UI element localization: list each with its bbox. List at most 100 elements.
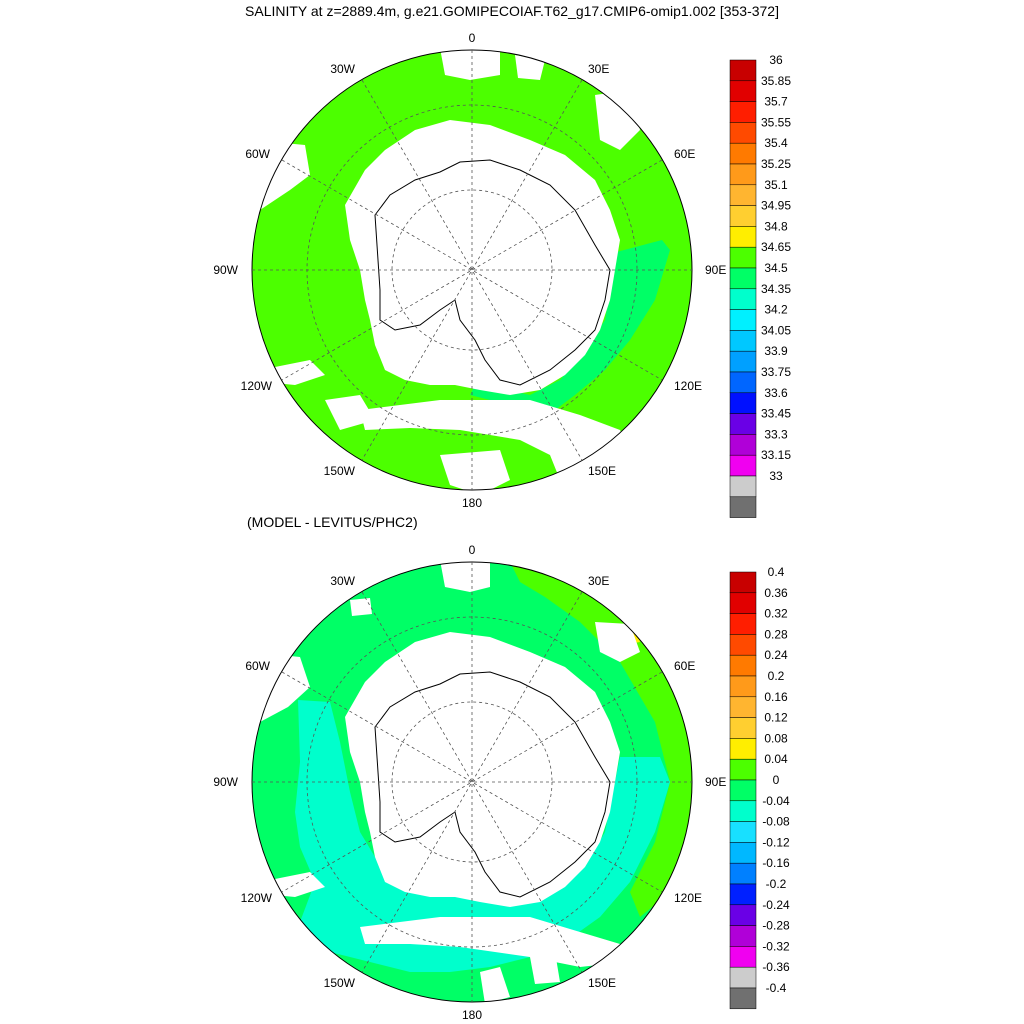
figure-title: SALINITY at z=2889.4m, g.e21.GOMIPECOIAF…	[245, 3, 779, 19]
lon-label-30e: 30E	[588, 62, 609, 76]
colorbar-swatch	[729, 613, 757, 635]
colorbar-label: -0.08	[762, 815, 790, 829]
positive-anomaly-region	[510, 562, 692, 917]
lon-label-0: 0	[469, 31, 476, 45]
colorbar-label: -0.36	[762, 960, 790, 974]
colorbar-label: 35.25	[761, 157, 791, 171]
colorbar-label: 33.75	[761, 365, 791, 379]
colorbar-swatch	[729, 696, 757, 718]
colorbar-label: 34.05	[761, 323, 791, 337]
lon-label-150e: 150E	[588, 976, 616, 990]
colorbar-swatch	[729, 226, 757, 248]
colorbar-label: 35.7	[764, 95, 788, 109]
colorbar-label: 0.28	[764, 627, 788, 641]
colorbar-label: 34.65	[761, 240, 791, 254]
lon-label-90e: 90E	[705, 263, 726, 277]
lon-label-180: 180	[462, 1008, 482, 1022]
colorbar-swatch	[729, 246, 757, 269]
colorbar-label: 0.36	[764, 586, 788, 600]
colorbar-swatch	[729, 475, 757, 498]
colorbar-label: -0.12	[762, 835, 790, 849]
colorbar-swatch	[729, 925, 757, 947]
colorbar-label: -0.2	[766, 877, 787, 891]
colorbar-swatch	[729, 758, 757, 781]
colorbar-swatch	[729, 987, 757, 1010]
colorbar-swatch	[729, 634, 757, 656]
colorbar-label: 33.9	[764, 344, 788, 358]
colorbar-swatch	[729, 946, 757, 968]
graticule	[252, 50, 692, 490]
lon-label-150e: 150E	[588, 464, 616, 478]
colorbar-label: 0.32	[764, 607, 788, 621]
colorbar-swatch	[729, 288, 757, 310]
colorbar-swatch	[729, 842, 757, 864]
colorbar-swatch	[729, 821, 757, 843]
colorbar-label: 33	[769, 469, 783, 483]
colorbar-label: 34.8	[764, 219, 788, 233]
antarctica-coastline	[374, 159, 611, 386]
colorbar-label: 33.45	[761, 407, 791, 421]
lon-label-60e: 60E	[674, 147, 695, 161]
colorbar-swatch	[729, 80, 757, 102]
lon-label-90e: 90E	[705, 775, 726, 789]
lon-label-30w: 30W	[330, 574, 355, 588]
difference-colorbar: 0.4 0.36 0.32 0.28 0.24 0.2 0.16 0.12 0.08 0.04 0 -…	[729, 565, 790, 1010]
negative-anomaly-band	[295, 700, 670, 972]
lon-label-120w: 120W	[241, 891, 273, 905]
colorbar-label: -0.24	[762, 898, 790, 912]
colorbar-label: 35.85	[761, 74, 791, 88]
lon-label-30e: 30E	[588, 574, 609, 588]
lon-label-0: 0	[469, 543, 476, 557]
lon-label-120e: 120E	[674, 891, 702, 905]
colorbar-swatch	[729, 966, 757, 989]
colorbar-label: 35.4	[764, 136, 788, 150]
lon-label-150w: 150W	[324, 976, 356, 990]
colorbar-swatch	[729, 309, 757, 331]
lon-label-180: 180	[462, 496, 482, 510]
antarctica-coastline	[374, 671, 611, 898]
difference-map: 0 180 90W 90E 30W 60W 30E 60E 120W 150W …	[213, 543, 726, 1022]
salinity-map: 0 180 90W 90E 30W 60W 30E 60E 120W 150W …	[213, 31, 726, 510]
lon-label-60e: 60E	[674, 659, 695, 673]
salinity-colorbar: 36 35.85 35.7 35.55 35.4 35.25 35.1 34.95 34.8 34…	[729, 53, 791, 518]
colorbar-label: 35.1	[764, 178, 788, 192]
lon-label-60w: 60W	[245, 659, 270, 673]
colorbar-swatch	[729, 122, 757, 144]
colorbar-swatch	[729, 267, 757, 290]
colorbar-label: 34.2	[764, 303, 788, 317]
lon-label-90w: 90W	[213, 775, 238, 789]
colorbar-label: 34.35	[761, 282, 791, 296]
colorbar-swatch	[729, 413, 757, 435]
colorbar-label: 0.4	[768, 565, 785, 579]
colorbar-label: -0.4	[766, 981, 787, 995]
colorbar-swatch	[729, 779, 757, 802]
lon-label-90w: 90W	[213, 263, 238, 277]
colorbar-swatch	[729, 904, 757, 926]
lon-label-60w: 60W	[245, 147, 270, 161]
colorbar-swatch	[729, 142, 757, 165]
colorbar-swatch	[729, 675, 757, 698]
colorbar-swatch	[729, 654, 757, 677]
colorbar-swatch	[729, 163, 757, 186]
colorbar-swatch	[729, 862, 757, 885]
colorbar-label: 0.2	[768, 669, 785, 683]
colorbar-swatch	[729, 350, 757, 373]
colorbar-swatch	[729, 454, 757, 477]
colorbar-label: 33.15	[761, 448, 791, 462]
colorbar-swatch	[729, 184, 757, 206]
colorbar-label: 0.04	[764, 752, 788, 766]
colorbar-label: -0.28	[762, 919, 790, 933]
colorbar-swatch	[729, 392, 757, 414]
colorbar-label: 33.6	[764, 386, 788, 400]
colorbar-label: 0.24	[764, 648, 788, 662]
colorbar-swatch	[729, 496, 757, 518]
lon-label-120w: 120W	[241, 379, 273, 393]
colorbar-label: 36	[769, 53, 783, 67]
colorbar-label: -0.32	[762, 939, 790, 953]
colorbar-label: 34.95	[761, 199, 791, 213]
graticule	[252, 562, 692, 1002]
colorbar-swatch	[729, 883, 757, 906]
colorbar-swatch	[729, 571, 757, 594]
colorbar-swatch	[729, 205, 757, 227]
colorbar-swatch	[729, 330, 757, 352]
